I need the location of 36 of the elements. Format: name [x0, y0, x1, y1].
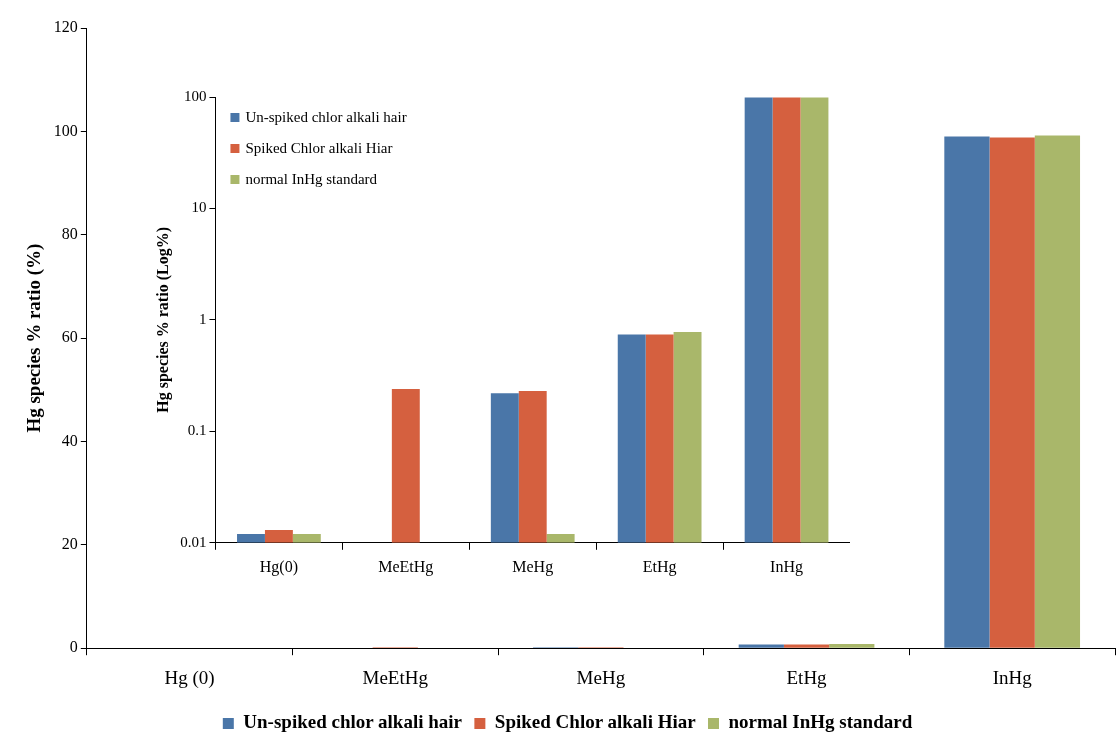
x-tick-label: MeEtHg: [378, 557, 434, 576]
y-tick-label: 120: [53, 18, 78, 36]
legend-label: Spiked Chlor alkali Hiar: [245, 139, 393, 156]
x-tick-label: InHg: [992, 666, 1033, 688]
x-tick-label: MeEtHg: [362, 666, 429, 688]
legend-label: Spiked Chlor alkali Hiar: [494, 711, 697, 733]
y-axis-title: Hg species % ratio (%): [23, 243, 46, 433]
y-tick-label: 100: [183, 87, 207, 104]
y-tick-label: 40: [61, 431, 78, 449]
bar: [1034, 135, 1081, 648]
y-tick-label: 1: [198, 310, 207, 327]
y-tick-label: 10: [191, 199, 207, 216]
y-tick-label: 80: [61, 224, 78, 242]
y-axis-title: Hg species % ratio (Log%): [153, 227, 172, 413]
legend-label: Un-spiked chlor alkali hair: [243, 711, 463, 733]
y-tick-label: 20: [61, 535, 78, 553]
legend-label: normal InHg standard: [728, 711, 913, 733]
y-tick-label: 100: [53, 121, 78, 139]
x-tick-label: MeHg: [512, 557, 554, 576]
y-tick-label: 0.1: [187, 422, 207, 439]
x-tick-label: EtHg: [642, 557, 677, 576]
y-tick-label: 0: [69, 638, 78, 656]
bar: [944, 136, 990, 648]
x-tick-label: MeHg: [576, 666, 626, 688]
legend-label: Un-spiked chlor alkali hair: [245, 108, 407, 125]
x-tick-label: EtHg: [786, 666, 828, 688]
x-tick-label: Hg(0): [259, 557, 299, 576]
bar: [783, 644, 830, 648]
bar: [989, 137, 1035, 648]
y-tick-label: 60: [61, 328, 78, 346]
x-tick-label: Hg (0): [164, 666, 215, 689]
bar: [829, 644, 875, 648]
x-tick-label: InHg: [770, 557, 803, 576]
y-tick-label: 0.01: [180, 533, 207, 550]
bar: [738, 644, 784, 648]
legend-label: normal InHg standard: [245, 170, 378, 187]
